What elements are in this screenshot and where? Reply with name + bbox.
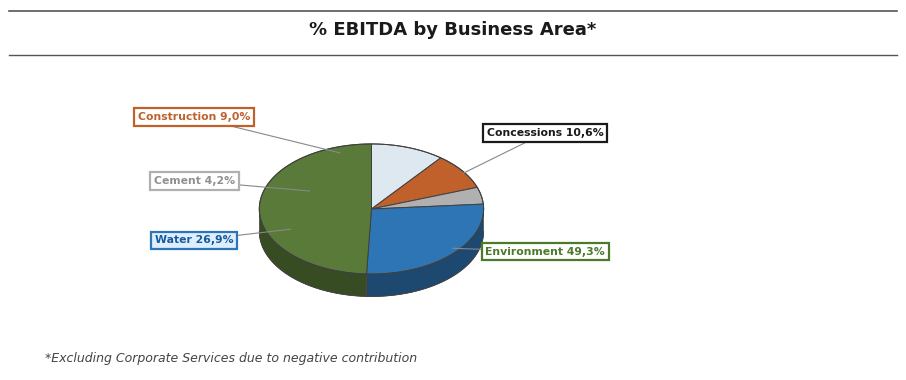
Polygon shape <box>367 208 484 296</box>
Text: Concessions 10,6%: Concessions 10,6% <box>487 128 603 138</box>
Text: *Excluding Corporate Services due to negative contribution: *Excluding Corporate Services due to neg… <box>45 352 418 365</box>
Polygon shape <box>259 208 367 296</box>
Text: Cement 4,2%: Cement 4,2% <box>154 176 235 186</box>
Text: % EBITDA by Business Area*: % EBITDA by Business Area* <box>309 21 597 39</box>
Text: Environment 49,3%: Environment 49,3% <box>486 247 605 256</box>
Polygon shape <box>259 144 371 274</box>
Text: Construction 9,0%: Construction 9,0% <box>138 112 250 122</box>
Text: Water 26,9%: Water 26,9% <box>155 235 234 245</box>
Polygon shape <box>371 144 440 209</box>
Polygon shape <box>371 187 483 209</box>
Polygon shape <box>367 204 484 274</box>
Polygon shape <box>371 158 477 209</box>
